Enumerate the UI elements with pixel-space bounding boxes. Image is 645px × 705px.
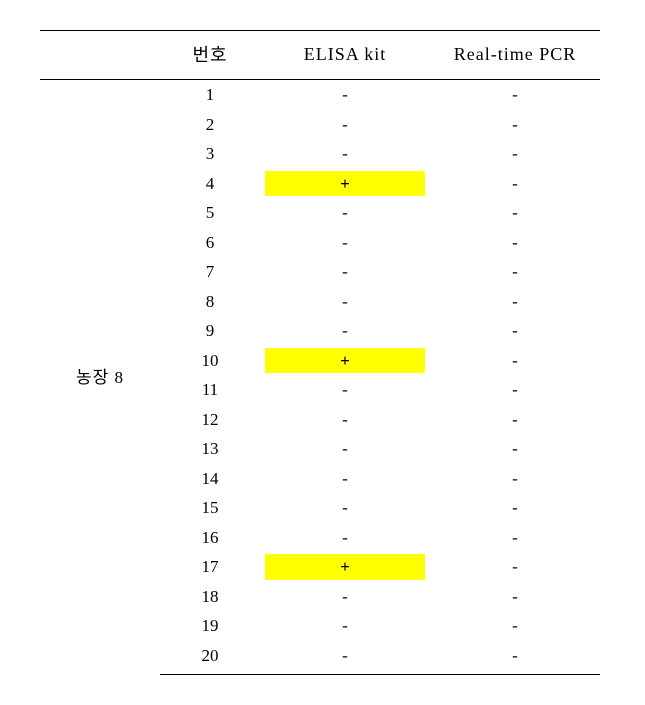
cell-elisa: - bbox=[260, 611, 430, 641]
cell-number: 4 bbox=[160, 169, 260, 199]
table-row: 농장 81-- bbox=[40, 80, 600, 110]
cell-pcr: - bbox=[430, 198, 600, 228]
cell-pcr: - bbox=[430, 169, 600, 199]
cell-pcr: - bbox=[430, 611, 600, 641]
cell-number: 12 bbox=[160, 405, 260, 435]
cell-number: 9 bbox=[160, 316, 260, 346]
test-results-table: 번호 ELISA kit Real-time PCR 농장 81--2--3--… bbox=[40, 30, 600, 675]
cell-number: 10 bbox=[160, 346, 260, 376]
cell-number: 7 bbox=[160, 257, 260, 287]
cell-elisa: + bbox=[260, 169, 430, 199]
cell-elisa: - bbox=[260, 139, 430, 169]
cell-number: 1 bbox=[160, 80, 260, 110]
cell-pcr: - bbox=[430, 405, 600, 435]
cell-number: 16 bbox=[160, 523, 260, 553]
cell-elisa: - bbox=[260, 464, 430, 494]
cell-number: 20 bbox=[160, 641, 260, 675]
cell-elisa: - bbox=[260, 257, 430, 287]
cell-elisa: - bbox=[260, 198, 430, 228]
cell-pcr: - bbox=[430, 434, 600, 464]
cell-number: 14 bbox=[160, 464, 260, 494]
cell-pcr: - bbox=[430, 493, 600, 523]
cell-number: 6 bbox=[160, 228, 260, 258]
col-header-pcr: Real-time PCR bbox=[430, 31, 600, 80]
cell-pcr: - bbox=[430, 464, 600, 494]
cell-number: 17 bbox=[160, 552, 260, 582]
cell-pcr: - bbox=[430, 582, 600, 612]
cell-number: 8 bbox=[160, 287, 260, 317]
cell-pcr: - bbox=[430, 110, 600, 140]
cell-elisa: - bbox=[260, 228, 430, 258]
cell-pcr: - bbox=[430, 641, 600, 675]
table-header-row: 번호 ELISA kit Real-time PCR bbox=[40, 31, 600, 80]
cell-elisa: - bbox=[260, 287, 430, 317]
cell-elisa: - bbox=[260, 80, 430, 110]
col-header-number: 번호 bbox=[160, 31, 260, 80]
col-header-elisa: ELISA kit bbox=[260, 31, 430, 80]
cell-elisa: - bbox=[260, 641, 430, 675]
cell-number: 3 bbox=[160, 139, 260, 169]
cell-elisa: + bbox=[260, 346, 430, 376]
cell-pcr: - bbox=[430, 228, 600, 258]
cell-pcr: - bbox=[430, 552, 600, 582]
highlight-positive: + bbox=[265, 171, 425, 197]
row-group-label: 농장 8 bbox=[40, 80, 160, 675]
cell-elisa: + bbox=[260, 552, 430, 582]
cell-number: 19 bbox=[160, 611, 260, 641]
cell-number: 2 bbox=[160, 110, 260, 140]
cell-pcr: - bbox=[430, 346, 600, 376]
cell-elisa: - bbox=[260, 405, 430, 435]
highlight-positive: + bbox=[265, 554, 425, 580]
cell-elisa: - bbox=[260, 316, 430, 346]
cell-number: 15 bbox=[160, 493, 260, 523]
cell-elisa: - bbox=[260, 434, 430, 464]
cell-elisa: - bbox=[260, 493, 430, 523]
cell-elisa: - bbox=[260, 523, 430, 553]
cell-pcr: - bbox=[430, 287, 600, 317]
cell-elisa: - bbox=[260, 582, 430, 612]
cell-pcr: - bbox=[430, 316, 600, 346]
cell-elisa: - bbox=[260, 375, 430, 405]
cell-elisa: - bbox=[260, 110, 430, 140]
cell-pcr: - bbox=[430, 375, 600, 405]
cell-number: 13 bbox=[160, 434, 260, 464]
table-body: 농장 81--2--3--4+-5--6--7--8--9--10+-11--1… bbox=[40, 80, 600, 675]
cell-pcr: - bbox=[430, 257, 600, 287]
cell-number: 18 bbox=[160, 582, 260, 612]
cell-number: 11 bbox=[160, 375, 260, 405]
cell-pcr: - bbox=[430, 523, 600, 553]
cell-number: 5 bbox=[160, 198, 260, 228]
cell-pcr: - bbox=[430, 80, 600, 110]
col-header-blank bbox=[40, 31, 160, 80]
cell-pcr: - bbox=[430, 139, 600, 169]
highlight-positive: + bbox=[265, 348, 425, 374]
